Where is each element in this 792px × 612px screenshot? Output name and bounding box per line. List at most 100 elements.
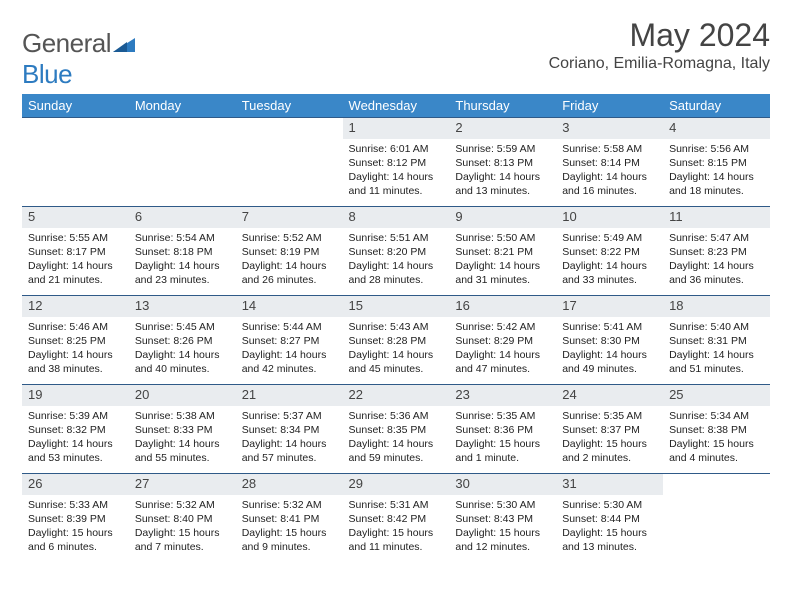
day-number: 7 [236, 207, 343, 228]
day-number: 2 [449, 118, 556, 139]
calendar-day-cell: 29Sunrise: 5:31 AMSunset: 8:42 PMDayligh… [343, 474, 450, 563]
location-text: Coriano, Emilia-Romagna, Italy [549, 55, 770, 73]
day-number: 6 [129, 207, 236, 228]
calendar-day-cell: 7Sunrise: 5:52 AMSunset: 8:19 PMDaylight… [236, 207, 343, 296]
calendar-header-row: SundayMondayTuesdayWednesdayThursdayFrid… [22, 94, 770, 118]
day-content: Sunrise: 5:47 AMSunset: 8:23 PMDaylight:… [663, 228, 770, 292]
day-number: 4 [663, 118, 770, 139]
calendar-day-cell: 26Sunrise: 5:33 AMSunset: 8:39 PMDayligh… [22, 474, 129, 563]
calendar-day-cell: 13Sunrise: 5:45 AMSunset: 8:26 PMDayligh… [129, 296, 236, 385]
day-content: Sunrise: 5:33 AMSunset: 8:39 PMDaylight:… [22, 495, 129, 559]
day-number: 30 [449, 474, 556, 495]
day-number [236, 118, 343, 139]
calendar-day-cell: 17Sunrise: 5:41 AMSunset: 8:30 PMDayligh… [556, 296, 663, 385]
calendar-table: SundayMondayTuesdayWednesdayThursdayFrid… [22, 94, 770, 562]
day-content: Sunrise: 5:30 AMSunset: 8:44 PMDaylight:… [556, 495, 663, 559]
day-content: Sunrise: 5:39 AMSunset: 8:32 PMDaylight:… [22, 406, 129, 470]
day-content: Sunrise: 5:34 AMSunset: 8:38 PMDaylight:… [663, 406, 770, 470]
day-content [22, 139, 129, 146]
day-number [22, 118, 129, 139]
calendar-day-cell: 6Sunrise: 5:54 AMSunset: 8:18 PMDaylight… [129, 207, 236, 296]
calendar-day-cell [236, 118, 343, 207]
day-number: 22 [343, 385, 450, 406]
weekday-header: Wednesday [343, 94, 450, 118]
day-content: Sunrise: 5:59 AMSunset: 8:13 PMDaylight:… [449, 139, 556, 203]
calendar-day-cell: 14Sunrise: 5:44 AMSunset: 8:27 PMDayligh… [236, 296, 343, 385]
calendar-day-cell: 28Sunrise: 5:32 AMSunset: 8:41 PMDayligh… [236, 474, 343, 563]
day-content: Sunrise: 5:49 AMSunset: 8:22 PMDaylight:… [556, 228, 663, 292]
calendar-day-cell: 5Sunrise: 5:55 AMSunset: 8:17 PMDaylight… [22, 207, 129, 296]
weekday-header: Thursday [449, 94, 556, 118]
calendar-day-cell: 15Sunrise: 5:43 AMSunset: 8:28 PMDayligh… [343, 296, 450, 385]
calendar-day-cell: 25Sunrise: 5:34 AMSunset: 8:38 PMDayligh… [663, 385, 770, 474]
day-number: 13 [129, 296, 236, 317]
weekday-header: Sunday [22, 94, 129, 118]
calendar-day-cell: 30Sunrise: 5:30 AMSunset: 8:43 PMDayligh… [449, 474, 556, 563]
calendar-body: 1Sunrise: 6:01 AMSunset: 8:12 PMDaylight… [22, 118, 770, 563]
calendar-day-cell: 11Sunrise: 5:47 AMSunset: 8:23 PMDayligh… [663, 207, 770, 296]
day-content: Sunrise: 5:50 AMSunset: 8:21 PMDaylight:… [449, 228, 556, 292]
calendar-day-cell: 16Sunrise: 5:42 AMSunset: 8:29 PMDayligh… [449, 296, 556, 385]
day-content: Sunrise: 5:32 AMSunset: 8:41 PMDaylight:… [236, 495, 343, 559]
day-number: 8 [343, 207, 450, 228]
day-content [663, 495, 770, 502]
calendar-day-cell: 27Sunrise: 5:32 AMSunset: 8:40 PMDayligh… [129, 474, 236, 563]
day-number: 12 [22, 296, 129, 317]
weekday-header: Saturday [663, 94, 770, 118]
calendar-day-cell [129, 118, 236, 207]
day-number: 11 [663, 207, 770, 228]
day-number: 23 [449, 385, 556, 406]
day-content: Sunrise: 5:51 AMSunset: 8:20 PMDaylight:… [343, 228, 450, 292]
weekday-header: Friday [556, 94, 663, 118]
calendar-week-row: 1Sunrise: 6:01 AMSunset: 8:12 PMDaylight… [22, 118, 770, 207]
brand-name-1: General [22, 28, 111, 58]
calendar-week-row: 5Sunrise: 5:55 AMSunset: 8:17 PMDaylight… [22, 207, 770, 296]
day-number: 16 [449, 296, 556, 317]
month-title: May 2024 [549, 18, 770, 53]
day-number: 19 [22, 385, 129, 406]
calendar-page: GeneralBlue May 2024 Coriano, Emilia-Rom… [0, 0, 792, 580]
calendar-day-cell: 3Sunrise: 5:58 AMSunset: 8:14 PMDaylight… [556, 118, 663, 207]
calendar-day-cell: 1Sunrise: 6:01 AMSunset: 8:12 PMDaylight… [343, 118, 450, 207]
calendar-day-cell: 23Sunrise: 5:35 AMSunset: 8:36 PMDayligh… [449, 385, 556, 474]
calendar-day-cell: 18Sunrise: 5:40 AMSunset: 8:31 PMDayligh… [663, 296, 770, 385]
day-content: Sunrise: 5:35 AMSunset: 8:37 PMDaylight:… [556, 406, 663, 470]
calendar-day-cell: 19Sunrise: 5:39 AMSunset: 8:32 PMDayligh… [22, 385, 129, 474]
calendar-week-row: 19Sunrise: 5:39 AMSunset: 8:32 PMDayligh… [22, 385, 770, 474]
brand-logo: GeneralBlue [22, 18, 135, 90]
calendar-day-cell: 10Sunrise: 5:49 AMSunset: 8:22 PMDayligh… [556, 207, 663, 296]
brand-name: GeneralBlue [22, 28, 135, 90]
calendar-day-cell [663, 474, 770, 563]
weekday-header: Monday [129, 94, 236, 118]
day-content: Sunrise: 5:56 AMSunset: 8:15 PMDaylight:… [663, 139, 770, 203]
day-content [236, 139, 343, 146]
day-content: Sunrise: 5:46 AMSunset: 8:25 PMDaylight:… [22, 317, 129, 381]
day-number: 26 [22, 474, 129, 495]
day-content: Sunrise: 5:45 AMSunset: 8:26 PMDaylight:… [129, 317, 236, 381]
day-number: 14 [236, 296, 343, 317]
day-number: 31 [556, 474, 663, 495]
day-content: Sunrise: 6:01 AMSunset: 8:12 PMDaylight:… [343, 139, 450, 203]
day-content: Sunrise: 5:37 AMSunset: 8:34 PMDaylight:… [236, 406, 343, 470]
day-content: Sunrise: 5:38 AMSunset: 8:33 PMDaylight:… [129, 406, 236, 470]
day-number [663, 474, 770, 495]
day-content: Sunrise: 5:32 AMSunset: 8:40 PMDaylight:… [129, 495, 236, 559]
day-number: 18 [663, 296, 770, 317]
day-content: Sunrise: 5:35 AMSunset: 8:36 PMDaylight:… [449, 406, 556, 470]
day-number: 3 [556, 118, 663, 139]
day-number: 24 [556, 385, 663, 406]
brand-name-2: Blue [22, 59, 72, 89]
header: GeneralBlue May 2024 Coriano, Emilia-Rom… [22, 18, 770, 90]
day-number: 25 [663, 385, 770, 406]
calendar-day-cell: 4Sunrise: 5:56 AMSunset: 8:15 PMDaylight… [663, 118, 770, 207]
day-content: Sunrise: 5:44 AMSunset: 8:27 PMDaylight:… [236, 317, 343, 381]
day-number: 28 [236, 474, 343, 495]
day-number: 15 [343, 296, 450, 317]
calendar-day-cell [22, 118, 129, 207]
day-content: Sunrise: 5:36 AMSunset: 8:35 PMDaylight:… [343, 406, 450, 470]
day-content: Sunrise: 5:43 AMSunset: 8:28 PMDaylight:… [343, 317, 450, 381]
day-number: 27 [129, 474, 236, 495]
day-content: Sunrise: 5:40 AMSunset: 8:31 PMDaylight:… [663, 317, 770, 381]
day-number: 10 [556, 207, 663, 228]
title-block: May 2024 Coriano, Emilia-Romagna, Italy [549, 18, 770, 73]
